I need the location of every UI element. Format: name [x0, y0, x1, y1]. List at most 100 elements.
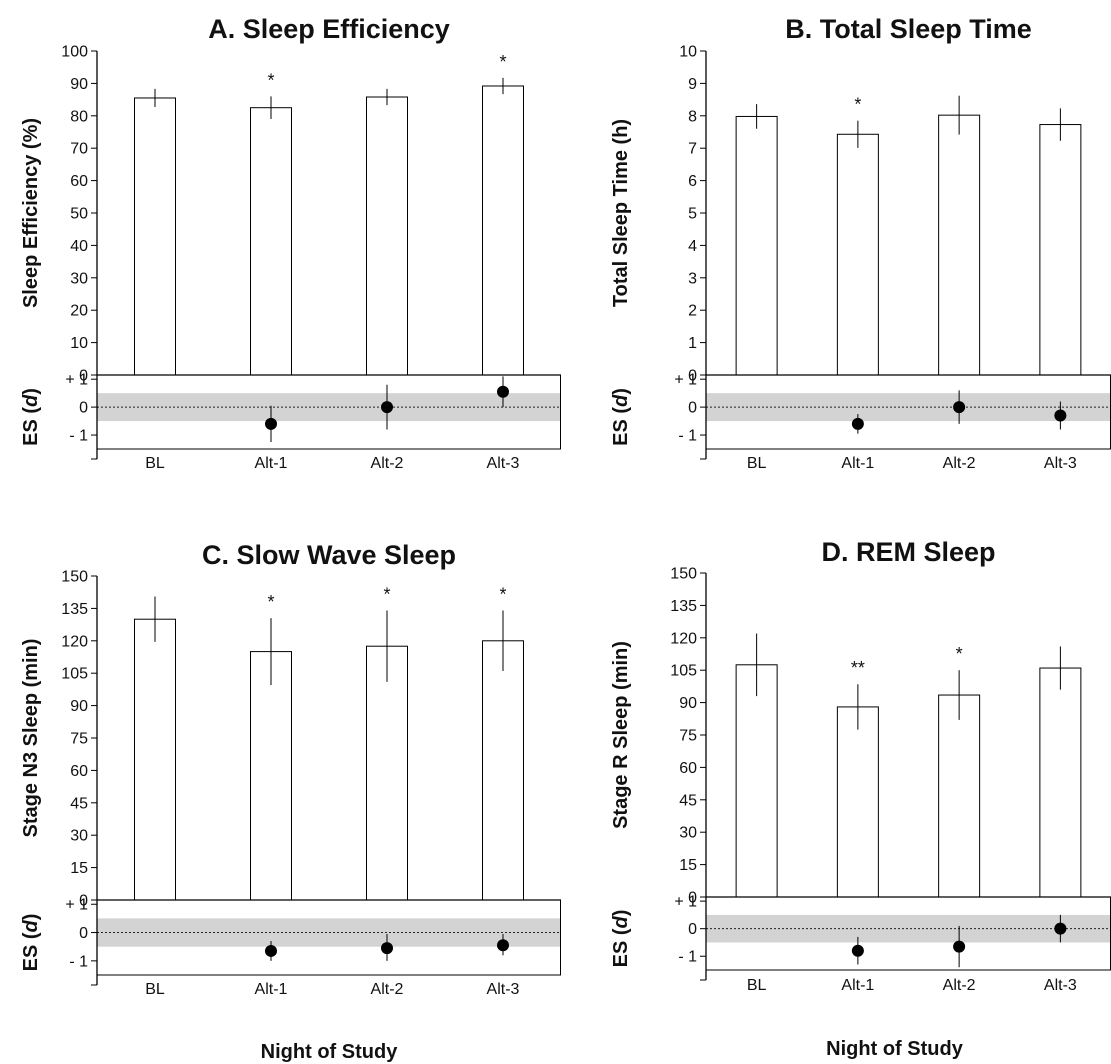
bar-bl: [134, 97, 176, 376]
bar-alt-1: [250, 107, 292, 376]
bar-bl: [134, 618, 176, 901]
bar-alt-3: [482, 85, 524, 376]
category-label: Alt-2: [371, 981, 404, 998]
y-tick-label: 60: [679, 760, 697, 777]
category-label: Alt-2: [371, 455, 404, 472]
significance-marker: *: [956, 644, 963, 664]
es-point-alt-3: [497, 385, 509, 398]
es-axis-label: ES (d): [20, 388, 42, 446]
y-tick-label: 90: [70, 698, 88, 715]
y-tick-label: 2: [688, 303, 697, 320]
es-label-part: ): [20, 388, 42, 395]
bar-alt-1: [250, 651, 292, 901]
es-point-alt-2: [953, 401, 966, 414]
y-tick-label: 0: [79, 893, 88, 910]
y-tick-label: 30: [70, 270, 88, 287]
es-point-alt-3: [497, 939, 509, 952]
x-axis-title: Night of Study: [261, 1041, 399, 1063]
es-point-alt-1: [265, 417, 277, 430]
es-label-part: d: [610, 394, 632, 407]
category-label: Alt-1: [841, 455, 874, 472]
es-tick-label: - 1: [678, 428, 697, 445]
category-label: Alt-3: [487, 455, 520, 472]
es-label-part: d: [610, 915, 632, 928]
y-tick-label: 60: [70, 763, 88, 780]
y-tick-label: 1: [688, 335, 697, 352]
category-label: BL: [145, 455, 165, 472]
es-label-part: d: [20, 394, 42, 407]
es-point-alt-3: [1054, 409, 1067, 422]
category-label: BL: [145, 981, 165, 998]
es-point-alt-2: [381, 942, 393, 955]
y-tick-label: 40: [70, 238, 88, 255]
y-tick-label: 135: [61, 601, 88, 618]
bar-alt-1: [836, 706, 879, 898]
significance-marker: *: [499, 585, 506, 605]
x-axis-title: Night of Study: [826, 1038, 964, 1060]
category-label: Alt-2: [943, 977, 976, 994]
significance-marker: *: [267, 592, 274, 612]
y-tick-label: 6: [688, 173, 697, 190]
panel-0: A. Sleep Efficiency * * 0 10 20 30 40 50 60 70 80 90…: [20, 14, 561, 472]
y-tick-label: 80: [70, 108, 88, 125]
significance-marker: *: [267, 70, 274, 90]
y-tick-label: 120: [670, 630, 697, 647]
y-tick-label: 45: [70, 795, 88, 812]
category-label: Alt-1: [255, 455, 288, 472]
y-tick-label: 150: [670, 566, 697, 583]
es-tick-label: + 1: [65, 372, 88, 389]
bar-alt-1: [836, 133, 879, 376]
category-label: Alt-1: [841, 977, 874, 994]
y-tick-label: 70: [70, 141, 88, 158]
bar-alt-2: [938, 114, 981, 376]
y-tick-label: 105: [61, 666, 88, 683]
y-tick-label: 15: [679, 857, 697, 874]
panel-2: C. Slow Wave Sleep * * * 0 15 30 45 60 75 90 105 120…: [20, 540, 561, 1063]
es-label-part: ES (: [20, 407, 42, 446]
y-axis-label: Stage N3 Sleep (min): [20, 639, 42, 838]
y-tick-label: 75: [70, 731, 88, 748]
es-point-alt-1: [265, 944, 277, 957]
bar-alt-2: [366, 96, 408, 376]
y-tick-label: 120: [61, 633, 88, 650]
category-label: Alt-1: [255, 981, 288, 998]
y-axis-label: Stage R Sleep (min): [610, 641, 632, 829]
category-label: Alt-3: [1044, 977, 1077, 994]
es-label-part: ): [610, 388, 632, 395]
es-label-part: ): [610, 910, 632, 917]
panel-title: C. Slow Wave Sleep: [202, 540, 456, 570]
es-tick-label: 0: [688, 921, 697, 938]
es-tick-label: - 1: [69, 428, 88, 445]
y-tick-label: 7: [688, 141, 697, 158]
y-tick-label: 90: [70, 76, 88, 93]
bar-bl: [735, 115, 778, 376]
y-tick-label: 30: [70, 828, 88, 845]
y-tick-label: 5: [688, 206, 697, 223]
es-point-alt-2: [381, 401, 393, 414]
y-tick-label: 90: [679, 695, 697, 712]
es-tick-label: - 1: [69, 953, 88, 970]
y-tick-label: 100: [61, 44, 88, 61]
es-axis-label: ES (d): [610, 910, 632, 968]
y-tick-label: 0: [688, 890, 697, 907]
es-tick-label: 0: [79, 925, 88, 942]
y-axis-label: Total Sleep Time (h): [610, 119, 632, 307]
bar-alt-3: [482, 640, 524, 901]
es-label-part: ): [20, 914, 42, 921]
es-label-part: ES (: [610, 407, 632, 446]
y-tick-label: 30: [679, 825, 697, 842]
es-tick-label: - 1: [678, 949, 697, 966]
es-tick-label: 0: [79, 400, 88, 417]
y-axis-label: Sleep Efficiency (%): [20, 118, 42, 308]
y-tick-label: 45: [679, 792, 697, 809]
y-tick-label: 3: [688, 270, 697, 287]
es-axis-label: ES (d): [610, 388, 632, 446]
y-tick-label: 8: [688, 108, 697, 125]
es-point-alt-1: [851, 417, 864, 430]
y-tick-label: 10: [679, 44, 697, 61]
panel-title: A. Sleep Efficiency: [208, 14, 450, 44]
bar-bl: [735, 664, 778, 898]
significance-marker: **: [851, 658, 865, 678]
y-tick-label: 105: [670, 663, 697, 680]
